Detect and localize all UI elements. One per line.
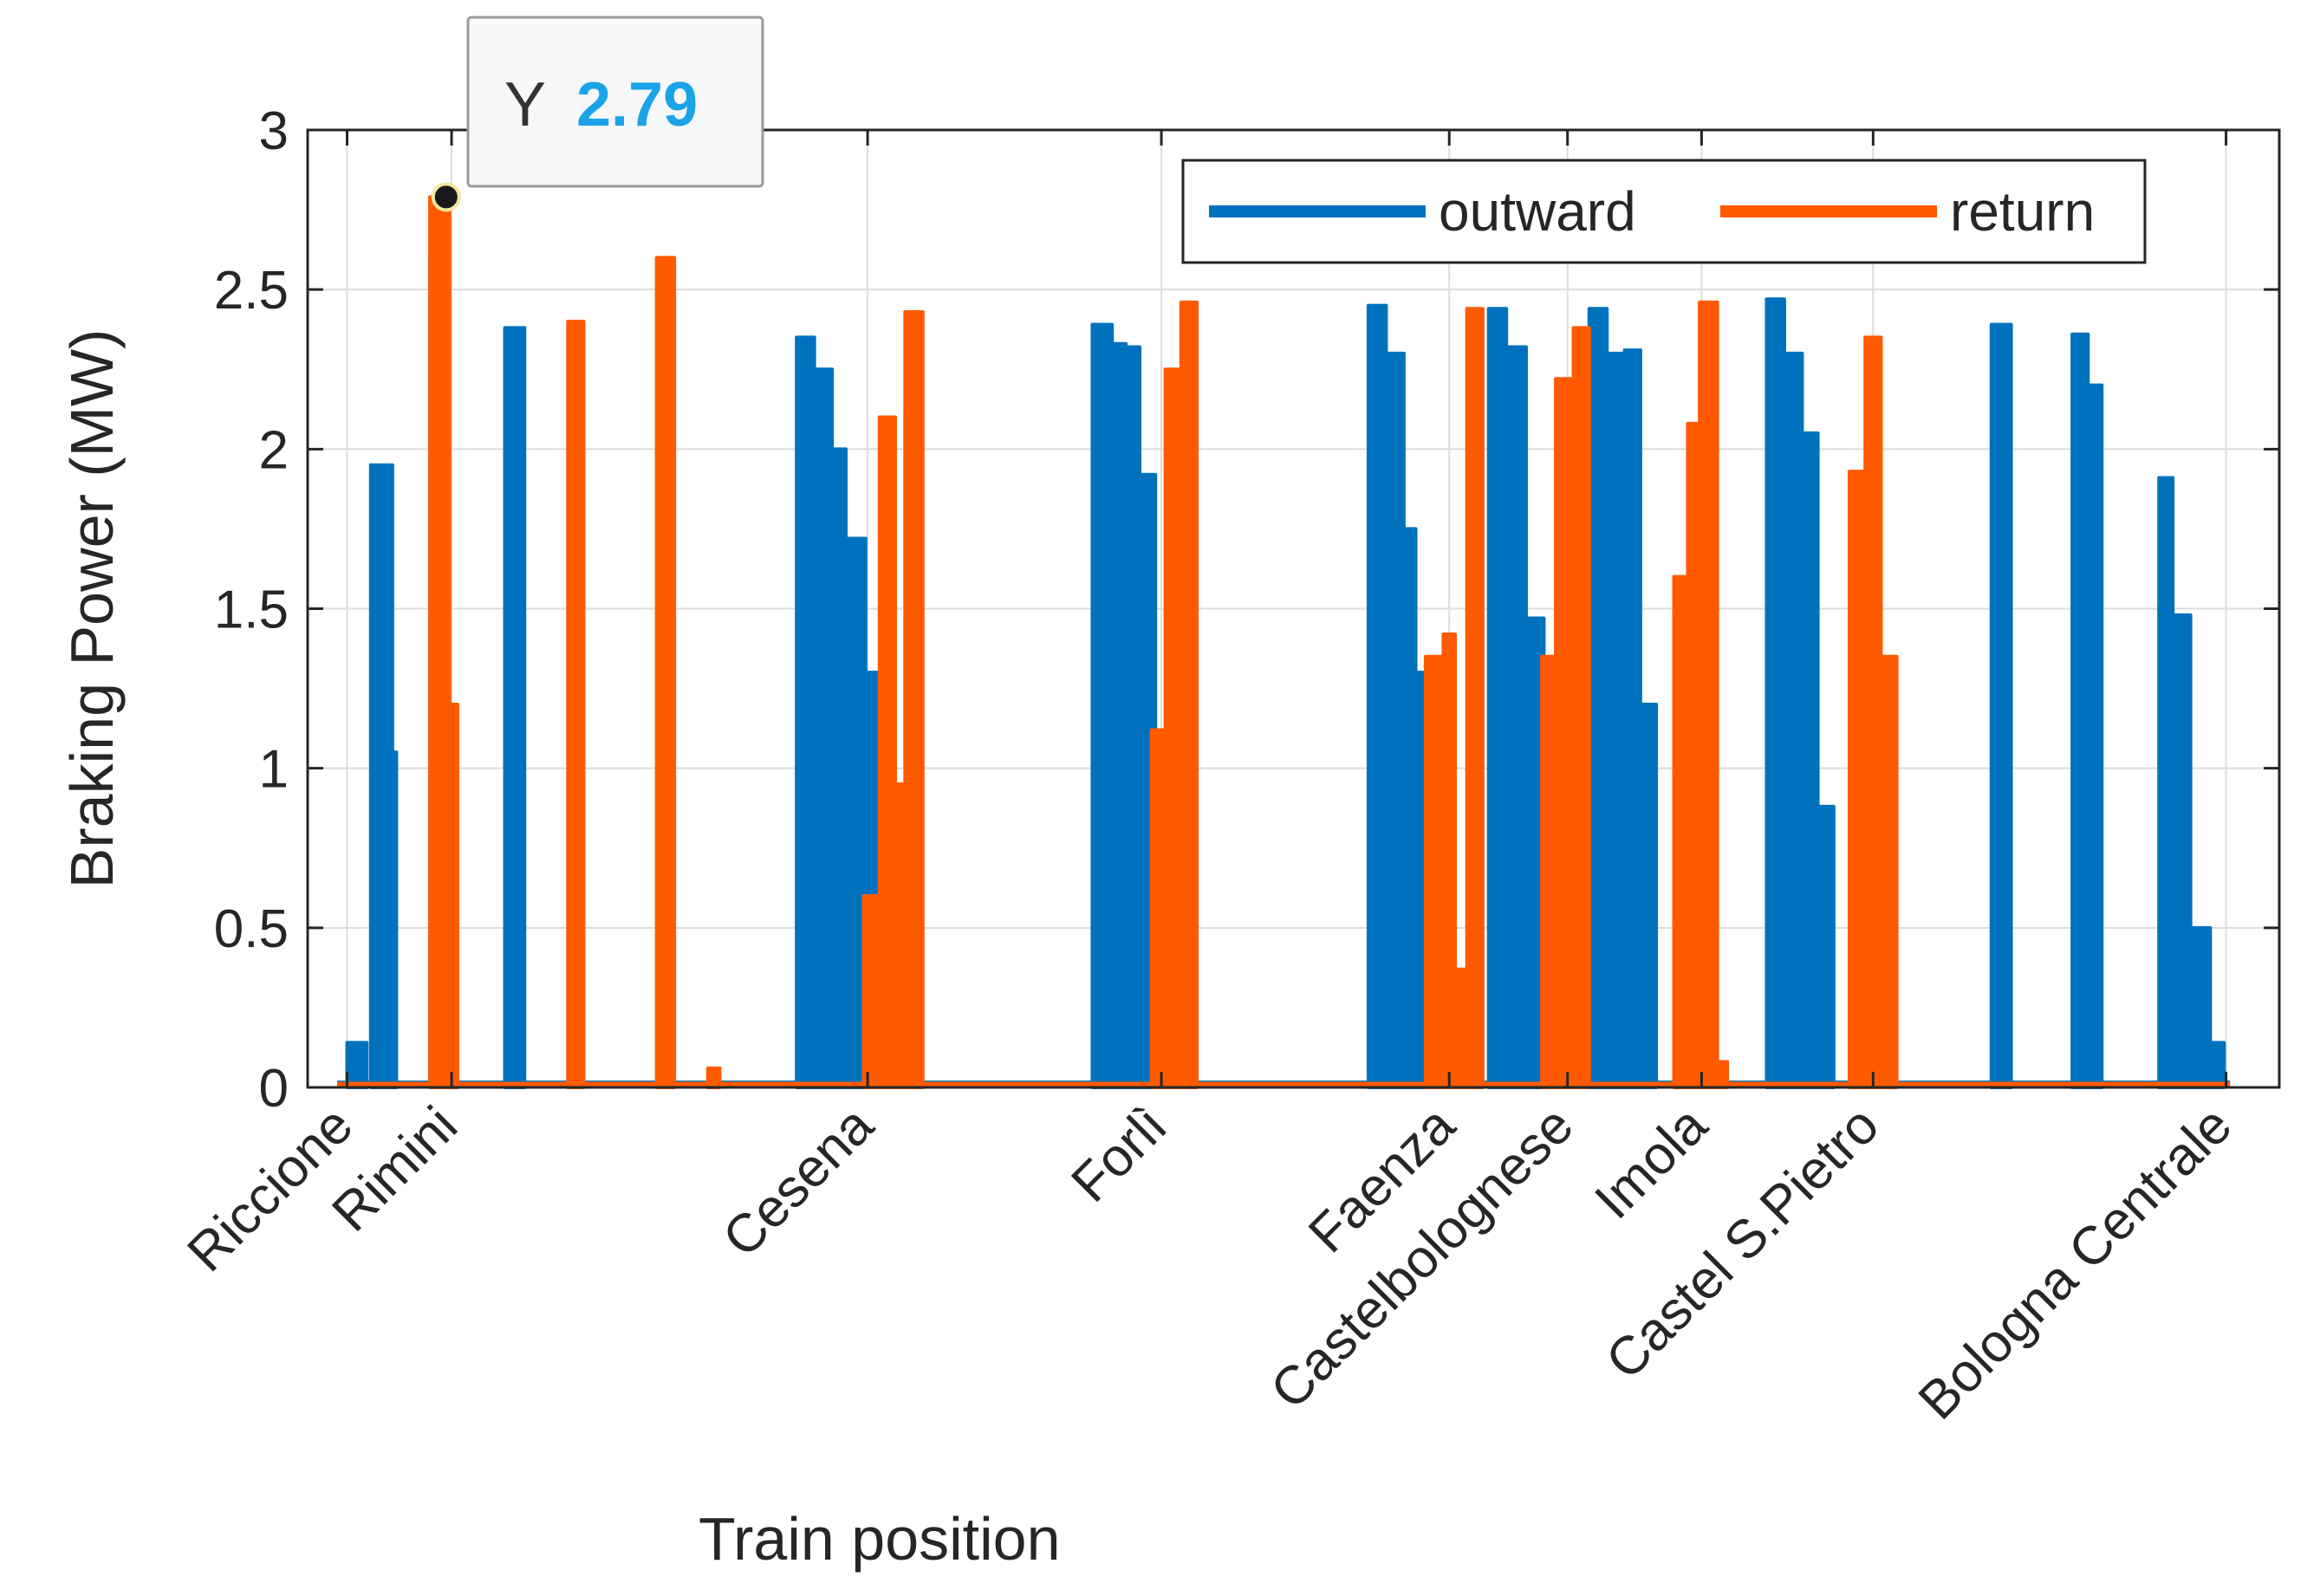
series-pulse-return	[903, 309, 925, 1089]
legend-box	[1181, 159, 2147, 264]
series-pulse-outward	[2188, 925, 2213, 1089]
series-pulse-outward	[2208, 1041, 2226, 1089]
series-pulse-outward	[812, 367, 835, 1089]
series-pulse-return	[1571, 326, 1591, 1089]
series-pulse-return	[1163, 367, 1183, 1089]
series-pulse-outward	[1486, 307, 1509, 1089]
series-pulse-outward	[2171, 613, 2193, 1089]
y-tick-label: 0.5	[214, 899, 289, 959]
series-pulse-return	[566, 320, 586, 1089]
series-pulse-return	[1698, 300, 1719, 1089]
series-pulse-outward	[503, 326, 527, 1089]
y-tick-label: 2	[259, 420, 289, 480]
datatip-value: 2.79	[576, 70, 698, 139]
series-pulse-outward	[795, 335, 816, 1089]
series-pulse-outward	[1401, 527, 1418, 1089]
series-pulse-outward	[1638, 703, 1659, 1089]
y-tick-label: 1	[259, 740, 289, 800]
series-pulse-outward	[368, 463, 394, 1089]
series-pulse-return	[1149, 728, 1167, 1089]
series-pulse-return	[861, 894, 881, 1089]
series-pulse-outward	[1800, 431, 1820, 1089]
series-pulse-outward	[2157, 476, 2175, 1089]
data-tip[interactable]: Y 2.79	[431, 16, 764, 212]
series-pulse-outward	[1090, 322, 1115, 1089]
legend[interactable]: outward return	[1181, 159, 2147, 264]
series-pulse-outward	[1366, 303, 1388, 1089]
series-pulse-return	[428, 195, 452, 1089]
series-pulse-return	[1540, 654, 1558, 1089]
series-pulse-return	[1879, 654, 1899, 1089]
series-pulse-outward	[1384, 351, 1406, 1089]
series-pulse-return	[1863, 335, 1883, 1089]
series-pulse-return	[1465, 307, 1485, 1089]
series-pulse-outward	[390, 750, 399, 1089]
series-pulse-return	[1423, 654, 1446, 1089]
series-pulse-return	[1179, 300, 1199, 1089]
series-pulse-outward	[1816, 804, 1836, 1089]
series-pulse-outward	[1782, 351, 1804, 1089]
series-pulse-return	[1848, 470, 1868, 1089]
y-axis-label: Braking Power (MW)	[58, 329, 126, 889]
series-pulse-return	[447, 703, 459, 1089]
series-pulse-return	[1672, 574, 1690, 1089]
series-pulse-outward	[2070, 332, 2090, 1089]
series-pulse-return	[1441, 632, 1458, 1089]
series-outward	[337, 256, 2231, 1089]
series-pulse-outward	[1605, 351, 1627, 1089]
series-pulse-return	[1686, 421, 1702, 1089]
series-pulse-outward	[1124, 345, 1142, 1089]
datatip-label: Y	[504, 70, 546, 139]
series-pulse-return	[705, 1066, 722, 1089]
series-pulse-return	[877, 415, 897, 1089]
series-pulse-outward	[345, 1041, 369, 1089]
series-pulse-outward	[1504, 345, 1528, 1089]
datatip-box	[466, 16, 764, 188]
legend-label-return: return	[1950, 180, 2095, 243]
y-tick-label: 1.5	[214, 581, 289, 640]
y-tick-label: 2.5	[214, 261, 289, 321]
series-pulse-return	[1453, 967, 1469, 1089]
series-pulse-return	[1554, 377, 1576, 1089]
y-tick-label: 3	[259, 101, 289, 161]
y-tick-label: 0	[259, 1059, 289, 1119]
datatip-marker	[431, 182, 461, 212]
series-pulse-outward	[1587, 307, 1609, 1089]
series-pulse-outward	[2086, 383, 2104, 1089]
series-pulse-outward	[1764, 297, 1786, 1089]
series-pulse-outward	[1110, 341, 1128, 1089]
series-pulse-outward	[1622, 348, 1642, 1089]
x-axis-label: Train position	[699, 1505, 1061, 1573]
series-pulse-outward	[830, 447, 848, 1089]
series-pulse-return	[1715, 1060, 1729, 1089]
series-pulse-outward	[1989, 322, 2013, 1089]
legend-label-outward: outward	[1439, 180, 1636, 243]
series-pulse-return	[654, 256, 677, 1089]
axis-labels: Train position Braking Power (MW)	[58, 329, 1061, 1573]
